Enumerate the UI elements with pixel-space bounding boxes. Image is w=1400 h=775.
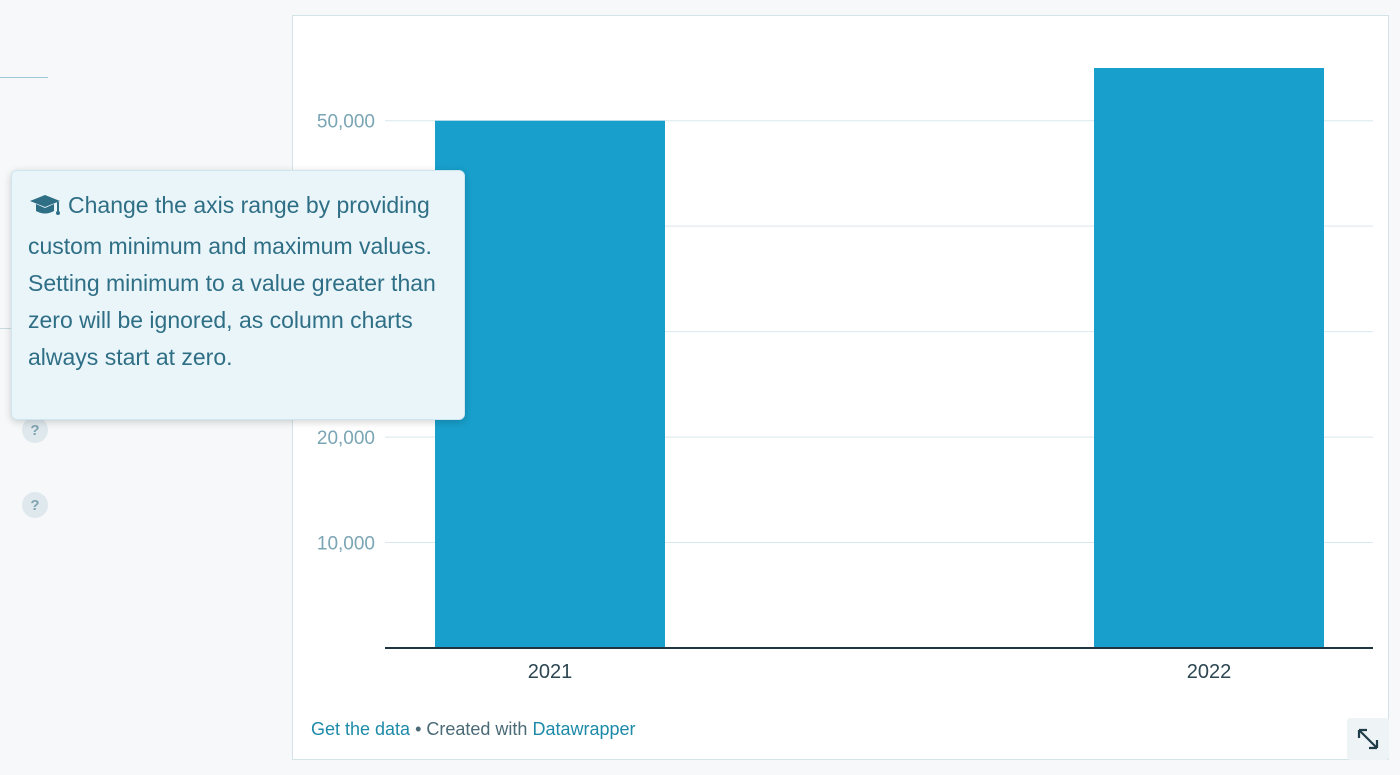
bar (1094, 68, 1324, 648)
y-tick-label: 50,000 (317, 112, 375, 133)
graduation-cap-icon (28, 191, 62, 228)
column-chart: 10,000 20,000 50,000 2021 2022 (317, 68, 1373, 683)
expand-button[interactable] (1347, 718, 1389, 760)
y-tick-label: 10,000 (317, 534, 375, 555)
tooltip-text: Change the axis range by providing custo… (28, 192, 436, 370)
datawrapper-link[interactable]: Datawrapper (532, 719, 636, 739)
sidebar-divider (0, 77, 48, 78)
x-category-label: 2022 (1187, 661, 1232, 683)
get-data-link[interactable]: Get the data (311, 719, 411, 739)
x-category-label: 2021 (528, 661, 573, 683)
footer-separator: • (410, 719, 427, 739)
bar (435, 120, 665, 648)
y-tick-label: 20,000 (317, 428, 375, 449)
help-button[interactable]: ? (22, 492, 48, 518)
created-with-text: Created with (426, 719, 533, 739)
question-icon: ? (30, 496, 40, 514)
expand-arrows-icon (1357, 728, 1379, 750)
axis-range-tooltip: Change the axis range by providing custo… (11, 170, 465, 420)
chart-preview: 10,000 20,000 50,000 2021 2022 Get the data … (292, 15, 1389, 760)
chart-footer: Get the data • Created with Datawrapper (311, 719, 636, 740)
sidebar-divider-2 (0, 328, 12, 329)
question-icon: ? (30, 421, 40, 439)
help-button[interactable]: ? (22, 417, 48, 443)
